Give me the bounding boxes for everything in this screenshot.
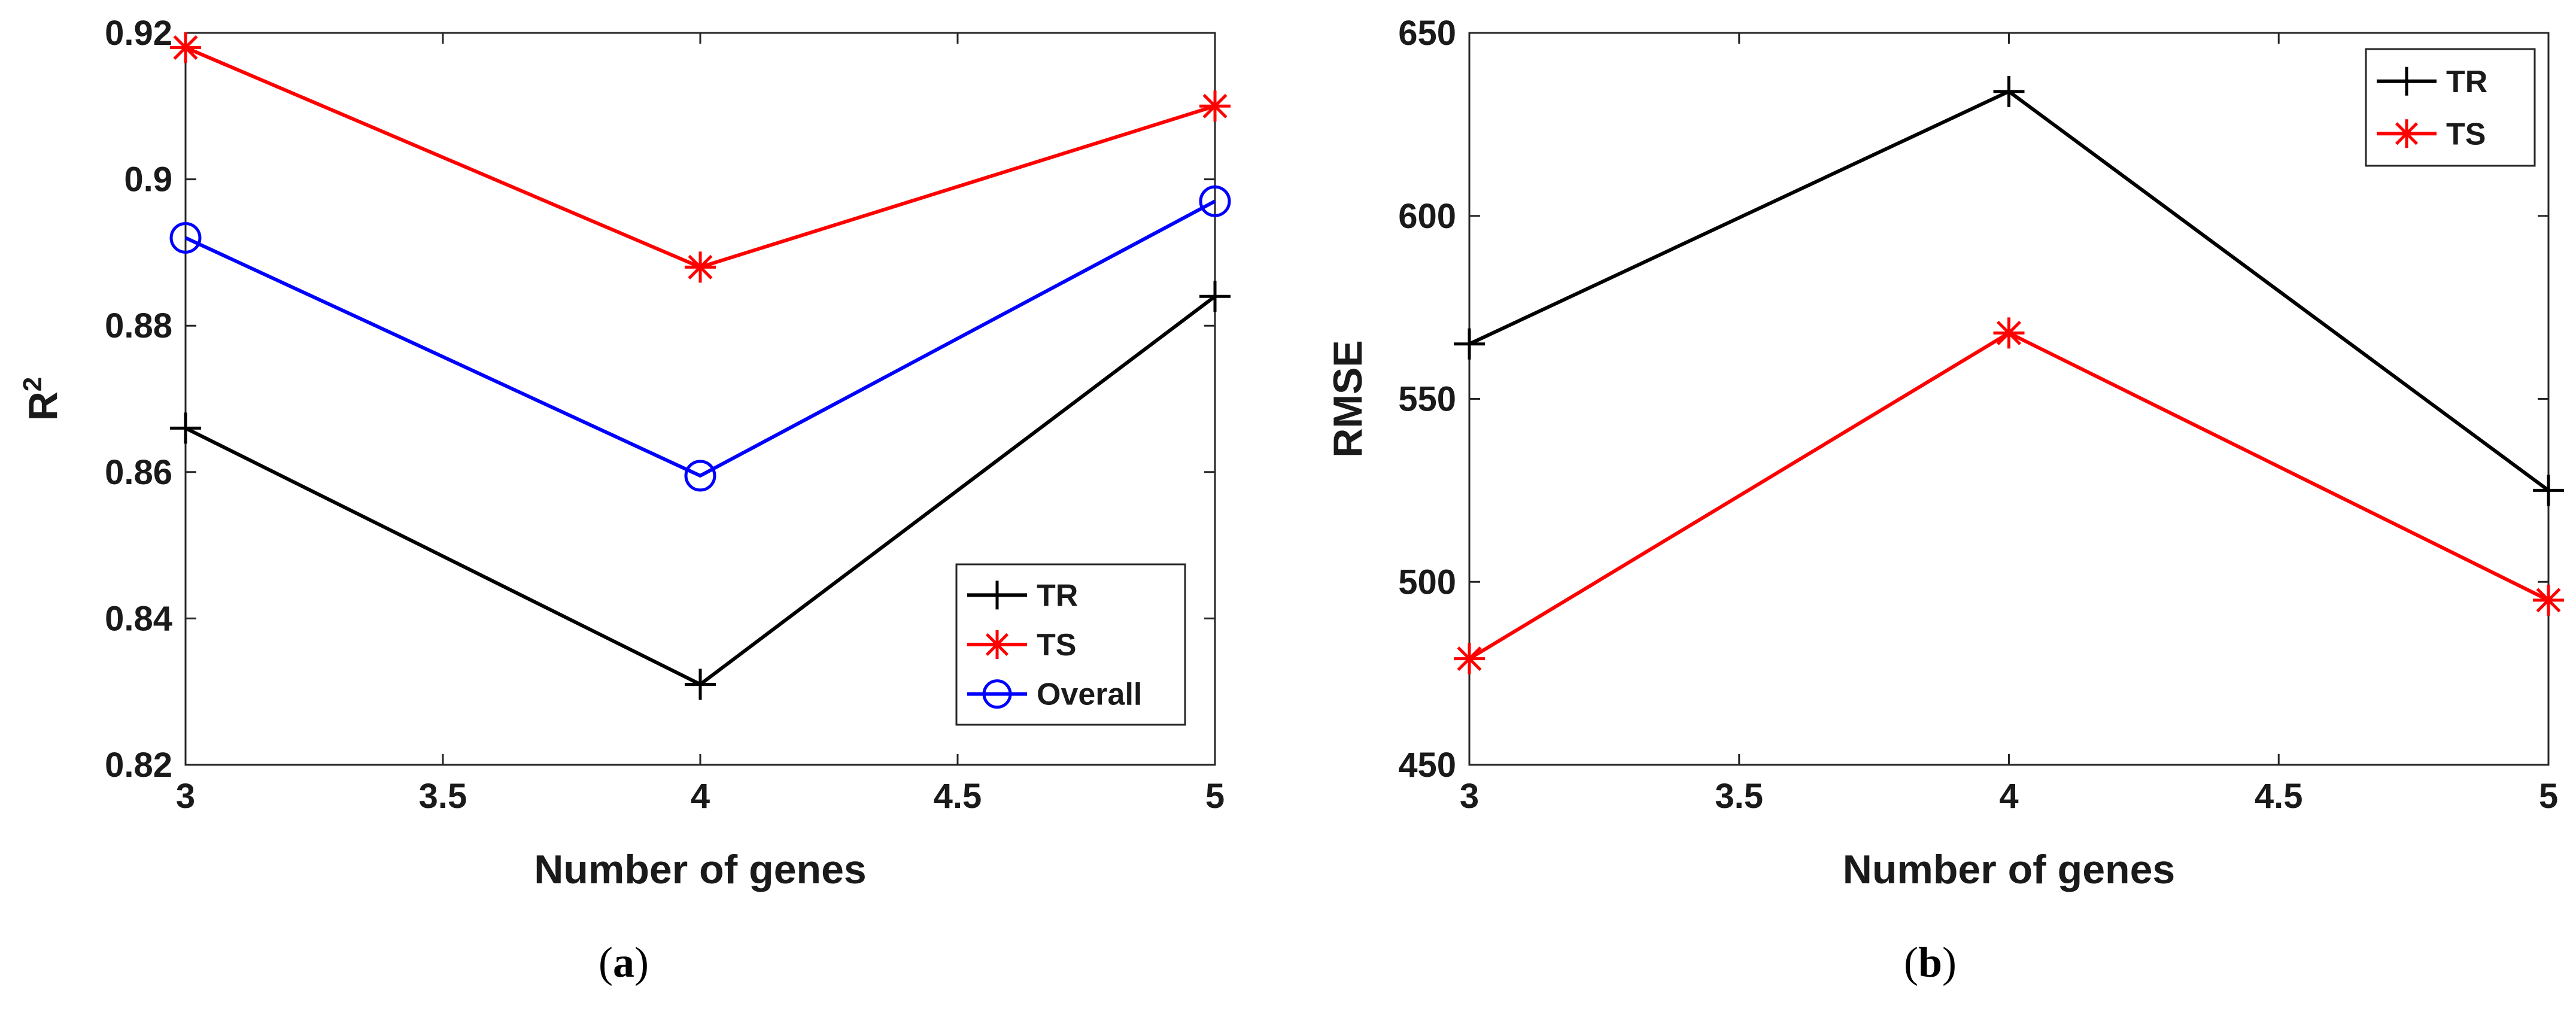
x-tick-label: 3 <box>1460 777 1479 816</box>
panel-caption: (b) <box>1904 938 1957 986</box>
legend: TR TS Overall <box>955 563 1186 726</box>
series-line-overall <box>184 199 1216 478</box>
y-tick-label: 650 <box>1398 14 1456 53</box>
legend-marker-ts <box>983 630 1011 659</box>
y-tick-label: 0.86 <box>105 453 172 492</box>
panel-caption-letter: b <box>1918 938 1942 986</box>
x-tick-label: 4 <box>1999 777 2018 816</box>
y-tick-label: 0.82 <box>105 746 172 785</box>
data-point-ts <box>1454 643 1485 674</box>
legend-label-tr: TR <box>2446 65 2487 99</box>
x-tick-label: 5 <box>2539 777 2558 816</box>
chart-panel-a: 3 3.5 4 4.5 5 0.82 0.84 0.86 0.88 0.9 0.92 Number o… <box>18 14 1231 986</box>
data-point-tr <box>1199 281 1231 312</box>
legend-box <box>2365 48 2536 167</box>
legend-label-ts: TS <box>2446 117 2486 151</box>
legend-marker-overall <box>982 679 1012 709</box>
legend-label-ts: TS <box>1037 628 1076 662</box>
data-point-ts <box>1993 317 2025 349</box>
legend-marker-tr <box>983 581 1011 610</box>
data-point-tr <box>685 668 716 700</box>
y-tick-label: 0.84 <box>105 599 172 638</box>
y-tick-label: 450 <box>1398 746 1456 785</box>
data-point-tr <box>2533 475 2564 506</box>
chart-panel-b: 3 3.5 4 4.5 5 450 500 550 600 650 Number of genes R… <box>1325 14 2564 986</box>
data-point-overall <box>684 460 716 492</box>
x-axis-title: Number of genes <box>1843 847 2175 892</box>
x-tick-label: 4.5 <box>2255 777 2303 816</box>
x-tick-label: 3.5 <box>1715 777 1763 816</box>
y-tick-label: 500 <box>1398 563 1456 601</box>
data-point-ts <box>170 32 201 63</box>
x-tick-label: 5 <box>1205 777 1225 816</box>
x-tick-label: 4.5 <box>934 777 982 816</box>
data-point-ts <box>685 251 716 283</box>
data-point-tr <box>170 412 201 444</box>
legend-label-tr: TR <box>1037 578 1078 613</box>
panel-caption-letter: a <box>613 938 634 986</box>
x-tick-label: 4 <box>691 777 710 816</box>
data-point-overall <box>1199 185 1231 217</box>
x-tick-label: 3.5 <box>419 777 467 816</box>
data-point-ts <box>1199 90 1231 122</box>
y-tick-label: 550 <box>1398 380 1456 419</box>
y-tick-label: 0.92 <box>105 14 172 53</box>
legend-marker-ts <box>2392 119 2421 148</box>
y-tick-label: 0.9 <box>124 160 172 199</box>
legend-marker-tr <box>2392 66 2421 96</box>
x-tick-label: 3 <box>176 777 195 816</box>
data-point-overall <box>169 221 202 254</box>
x-axis-title: Number of genes <box>534 847 866 892</box>
y-axis-title-superscript: 2 <box>18 377 47 391</box>
y-axis-title: RMSE <box>1325 340 1371 457</box>
data-point-tr <box>1454 328 1485 360</box>
data-point-ts <box>2533 584 2564 616</box>
data-point-tr <box>1993 75 2025 107</box>
panel-caption: (a) <box>599 938 649 986</box>
legend-label-overall: Overall <box>1037 677 1142 712</box>
y-tick-label: 600 <box>1398 197 1456 236</box>
y-tick-label: 0.88 <box>105 306 172 345</box>
y-axis-title: R2 <box>18 377 66 421</box>
legend: TR TS <box>2365 48 2536 167</box>
